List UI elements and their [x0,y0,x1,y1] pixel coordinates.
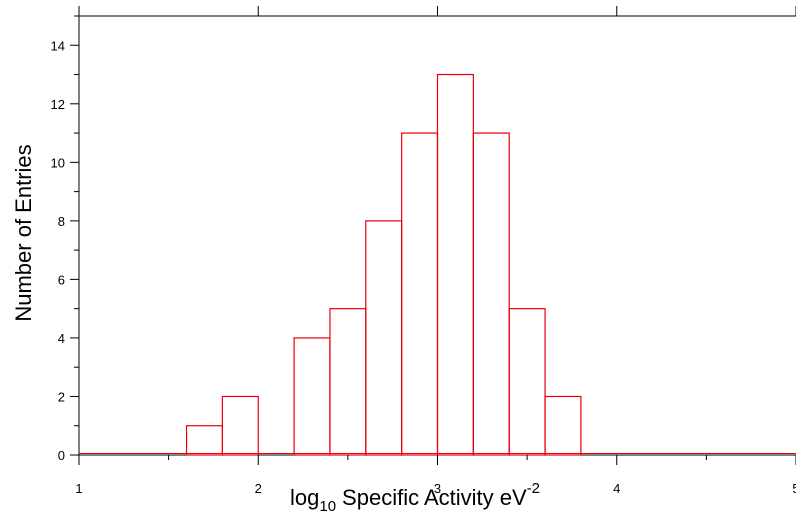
histogram-bar [436,73,474,456]
y-axis-title: Number of Entries [11,144,36,321]
histogram-bar [365,220,403,456]
histogram-bar [329,308,367,456]
x-axis-title-superscript: -2 [527,480,540,497]
histogram-bar [508,308,546,456]
histogram-bar [221,395,259,456]
histogram-bar [401,132,439,456]
histogram-bar [293,337,331,456]
x-tick-label: 3 [434,481,441,496]
histogram-bars [79,73,796,456]
x-axis-title: log10 Specific Activity eV-2 [290,480,540,515]
y-tick-label: 0 [58,448,65,463]
x-tick-label: 2 [255,481,262,496]
histogram-bar [472,132,510,456]
y-tick-label: 2 [58,389,65,404]
y-tick-label: 6 [58,272,65,287]
x-tick-label: 4 [613,481,620,496]
x-axis-title-subscript: 10 [319,498,336,515]
y-tick-label: 4 [58,331,65,346]
y-tick-label: 8 [58,214,65,229]
x-axis-title-main: Specific Activity eV [342,485,527,510]
y-tick-label: 12 [51,97,65,112]
histogram-bar [185,425,224,456]
axis-ticks: 1234502468101214 [51,6,796,496]
histogram-bar [544,395,582,456]
x-tick-label: 5 [792,481,796,496]
x-axis-title-log: log [290,485,319,510]
x-tick-label: 1 [75,481,82,496]
y-tick-label: 14 [51,38,65,53]
y-tick-label: 10 [51,155,65,170]
